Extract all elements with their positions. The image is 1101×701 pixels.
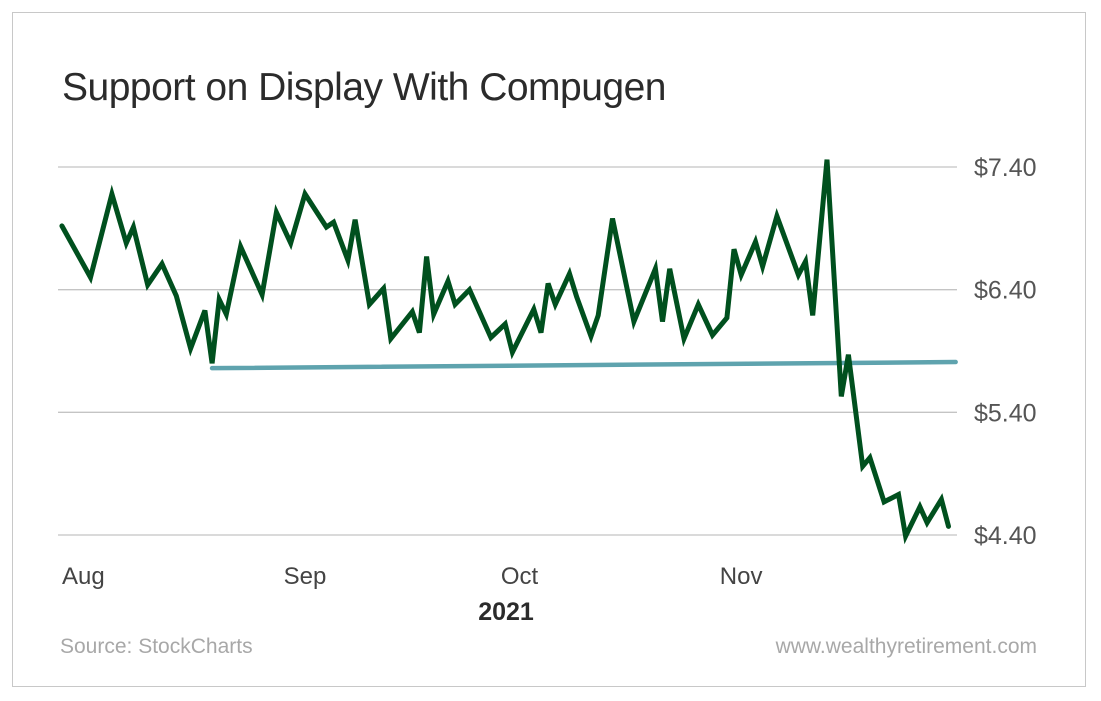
price-line <box>59 159 951 545</box>
x-tick-label: Sep <box>284 563 327 590</box>
y-tick-label: $6.40 <box>974 277 1037 305</box>
x-tick-label: Nov <box>720 563 763 590</box>
y-axis-labels: $7.40 $6.40 $5.40 $4.40 <box>974 154 1037 550</box>
x-tick-label: Aug <box>62 563 105 590</box>
x-tick-label: Oct <box>501 563 539 590</box>
support-line <box>209 359 958 371</box>
series-lines <box>59 159 958 545</box>
chart-frame <box>12 12 1086 687</box>
source-note: Source: StockCharts <box>60 635 253 658</box>
y-tick-label: $4.40 <box>974 522 1037 550</box>
chart-title: Support on Display With Compugen <box>62 66 666 109</box>
y-tick-label: $7.40 <box>974 154 1037 182</box>
website-credit: www.wealthyretirement.com <box>775 635 1037 658</box>
x-axis-title: 2021 <box>478 598 534 626</box>
x-axis-labels: Aug Sep Oct Nov <box>62 563 762 590</box>
y-tick-label: $5.40 <box>974 399 1037 427</box>
